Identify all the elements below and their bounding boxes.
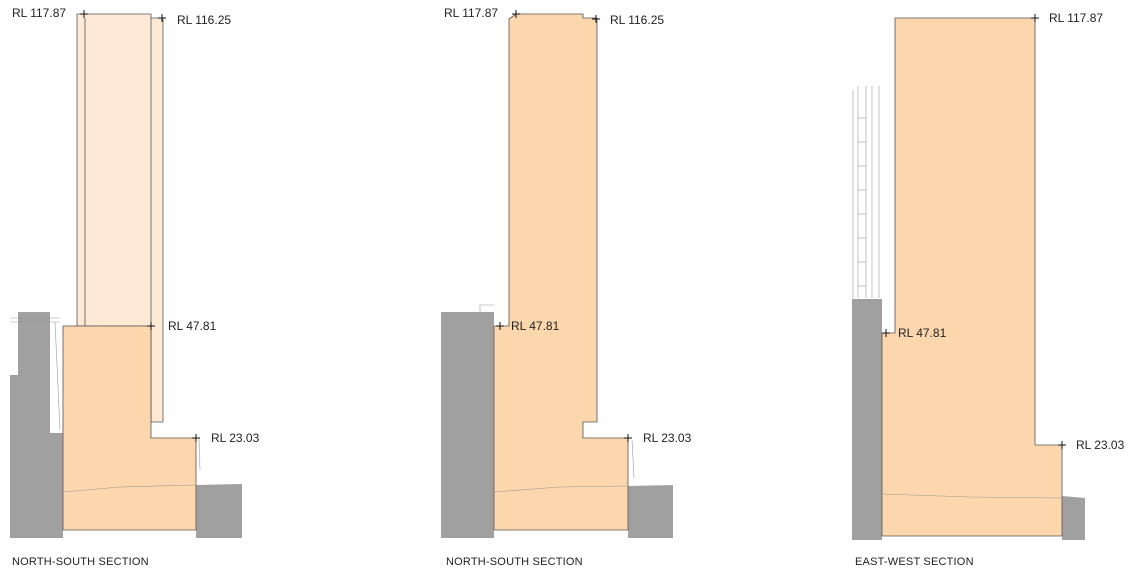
level-marker-117-87 (80, 10, 88, 18)
level-label-top: RL 117.87 (444, 6, 498, 20)
level-label-ground: RL 23.03 (643, 431, 692, 445)
level-marker-47-81 (147, 322, 155, 330)
existing-building-left (441, 312, 494, 538)
existing-building-left (852, 299, 882, 540)
section-caption: NORTH-SOUTH SECTION (12, 556, 149, 568)
level-marker-116-25 (592, 15, 600, 23)
section-1: RL 117.87 RL 116.25 RL 47.81 RL 23.03 NO… (10, 6, 260, 568)
level-marker-23-03 (1058, 441, 1066, 449)
building-outline (881, 17, 1063, 537)
section-caption: EAST-WEST SECTION (855, 556, 974, 568)
existing-ground-right (1062, 496, 1085, 540)
level-label-top: RL 117.87 (1049, 11, 1103, 25)
level-label-roof: RL 116.25 (610, 13, 664, 27)
level-marker-116-25 (158, 14, 166, 22)
level-label-ground: RL 23.03 (211, 431, 260, 445)
level-marker-117-87 (1031, 14, 1039, 22)
level-marker-47-81 (496, 322, 504, 330)
existing-building-left (10, 312, 63, 538)
level-marker-23-03 (192, 434, 200, 442)
level-marker-23-03 (624, 434, 632, 442)
existing-ground-right (196, 484, 242, 538)
level-label-podium: RL 47.81 (511, 319, 560, 333)
level-label-ground: RL 23.03 (1076, 438, 1125, 452)
level-label-podium: RL 47.81 (168, 319, 217, 333)
building-outline (493, 13, 629, 531)
level-marker-117-87 (512, 10, 520, 18)
section-2: RL 117.87 RL 116.25 RL 47.81 RL 23.03 NO… (441, 6, 692, 568)
podium-outline (62, 325, 197, 531)
section-3: RL 117.87 RL 47.81 RL 23.03 EAST-WEST SE… (852, 11, 1125, 568)
existing-ground-right (628, 485, 673, 538)
level-marker-47-81 (882, 329, 890, 337)
neighbour-tower-lines (852, 86, 880, 298)
level-label-roof: RL 116.25 (177, 13, 231, 27)
level-label-top: RL 117.87 (12, 6, 66, 20)
level-label-podium: RL 47.81 (898, 326, 947, 340)
section-caption: NORTH-SOUTH SECTION (446, 556, 583, 568)
